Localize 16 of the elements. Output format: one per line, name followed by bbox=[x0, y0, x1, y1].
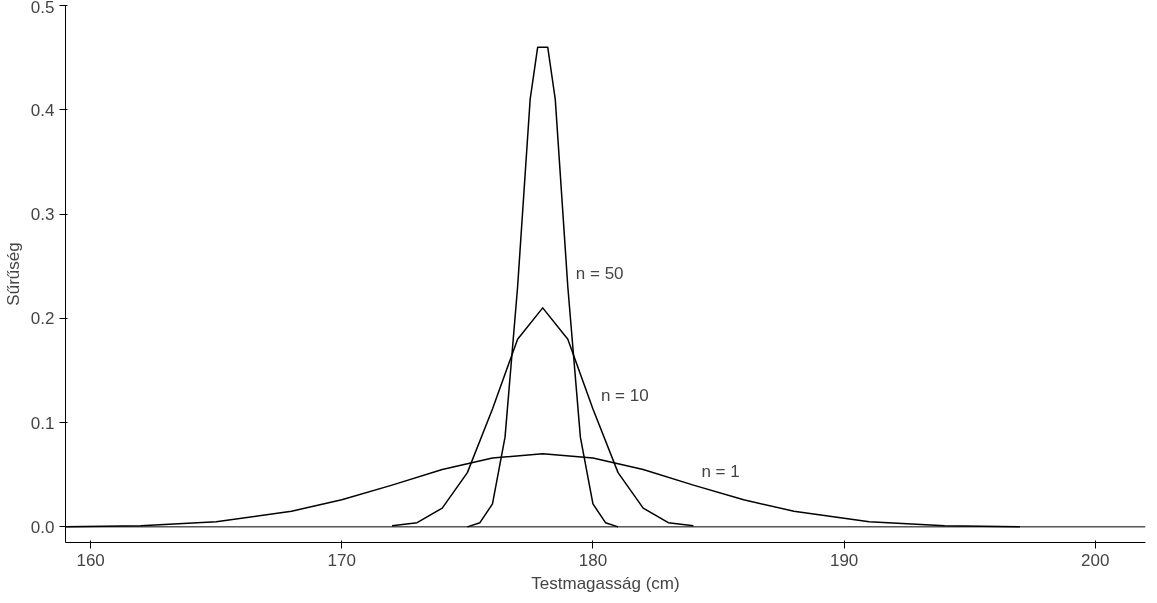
x-tick-label: 160 bbox=[76, 550, 105, 570]
y-tick-label: 0.1 bbox=[30, 413, 55, 433]
x-tick-label: 200 bbox=[1081, 550, 1110, 570]
x-axis-title: Testmagasság (cm) bbox=[531, 573, 680, 593]
series-label: n = 10 bbox=[600, 386, 649, 406]
x-tick-label: 170 bbox=[327, 550, 356, 570]
y-tick-label: 0.0 bbox=[30, 517, 55, 537]
y-axis-title: Sűrűség bbox=[3, 242, 23, 306]
y-tick-label: 0.2 bbox=[30, 309, 55, 329]
series-label: n = 50 bbox=[575, 264, 624, 284]
y-tick-label: 0.5 bbox=[30, 0, 55, 17]
x-tick-label: 190 bbox=[829, 550, 859, 570]
series-label: n = 1 bbox=[701, 462, 740, 482]
y-tick-label: 0.3 bbox=[30, 205, 55, 225]
x-tick-label: 180 bbox=[578, 550, 608, 570]
y-tick-label: 0.4 bbox=[30, 100, 55, 120]
